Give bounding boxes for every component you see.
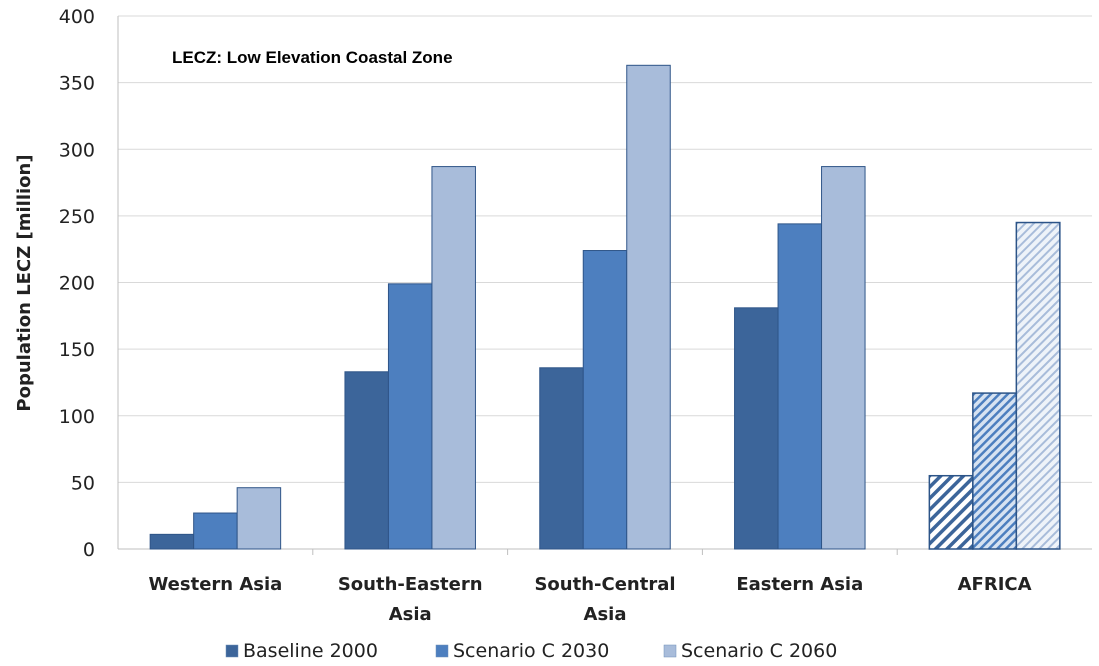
x-category-label: AFRICA	[958, 574, 1032, 595]
legend-swatch	[663, 644, 677, 658]
x-category-label: Eastern Asia	[736, 574, 863, 595]
x-category-label: Western Asia	[148, 574, 282, 595]
x-category-label: South-Eastern	[338, 574, 483, 595]
bar	[821, 166, 866, 550]
y-tick-label: 200	[59, 273, 95, 295]
y-tick-label: 0	[83, 539, 95, 561]
x-category-label: Asia	[584, 604, 627, 625]
legend-swatch	[225, 644, 239, 658]
bar	[1015, 221, 1061, 550]
legend-label: Scenario C 2060	[681, 640, 837, 662]
y-axis-label: Population LECZ [million]	[14, 154, 35, 411]
x-category-labels: Western Asia South-Eastern Asia South-Centr…	[148, 574, 1031, 625]
y-tick-label: 350	[59, 73, 95, 95]
y-tick-label: 100	[59, 406, 95, 428]
legend-label: Scenario C 2030	[453, 640, 609, 662]
bar	[539, 367, 584, 550]
x-category-label: Asia	[389, 604, 432, 625]
y-tick-labels: 0 50 100 150 200 250 300 350 400	[59, 6, 95, 561]
bar	[972, 392, 1018, 550]
bar	[777, 223, 823, 550]
bar	[149, 533, 195, 550]
bars	[149, 64, 1061, 550]
legend-label: Baseline 2000	[243, 640, 378, 662]
bar	[626, 64, 671, 550]
y-tick-label: 300	[59, 139, 95, 161]
bar	[344, 371, 389, 550]
y-tick-label: 400	[59, 6, 95, 28]
bar	[928, 474, 974, 550]
y-tick-label: 50	[71, 472, 95, 494]
legend: Baseline 2000 Scenario C 2030 Scenario C 2…	[225, 640, 837, 662]
bar	[431, 166, 476, 550]
bar	[193, 512, 238, 550]
y-tick-label: 150	[59, 339, 95, 361]
x-category-label: South-Central	[534, 574, 675, 595]
annotation-lecz: LECZ: Low Elevation Coastal Zone	[172, 48, 453, 67]
bar	[236, 487, 282, 550]
bar	[734, 307, 779, 550]
bar	[387, 283, 433, 550]
bar	[582, 250, 628, 550]
legend-swatch	[435, 644, 449, 658]
y-tick-label: 250	[59, 206, 95, 228]
